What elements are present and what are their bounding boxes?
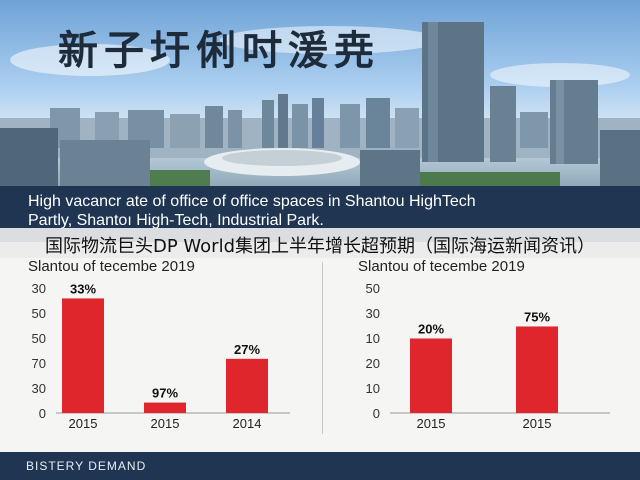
y-tick-label: 30 [366, 306, 380, 321]
right-bar-chart: 50 30 10 20 10 0 20% 2015 75% 2015 [366, 281, 610, 431]
right-chart: Slantou of tecembe 2019 50 30 10 20 10 0 20% 20… [330, 258, 630, 438]
left-chart-title: Slantou of tecembe 2019 [28, 258, 195, 275]
bar [144, 402, 186, 413]
right-chart-title: Slantou of tecembe 2019 [358, 258, 525, 275]
y-tick-label: 10 [366, 331, 380, 346]
footer-label: BISTERY DEMAND [26, 459, 147, 473]
hero-title: 新子圩俐吋湲尭 [58, 28, 380, 74]
left-chart: Slantou of tecembe 2019 30 50 50 70 30 0 33% 20… [0, 258, 300, 438]
x-tick-label: 2014 [233, 416, 262, 431]
y-tick-label: 10 [366, 381, 380, 396]
y-tick-label: 0 [39, 406, 46, 421]
y-tick-label: 70 [32, 356, 46, 371]
footer-bar [0, 452, 640, 480]
left-bar-chart: 30 50 50 70 30 0 33% 2015 97% 2015 27% 2014 [32, 281, 290, 431]
bar-data-label: 27% [234, 342, 260, 357]
video-subtitle: 国际物流巨头DP World集团上半年增长超预期（国际海运新闻资讯） [44, 236, 596, 257]
hero-image: 新子圩俐吋湲尭 [0, 0, 640, 186]
caption-text: High vacancr ate of office of office spa… [28, 192, 628, 230]
bar-data-label: 97% [152, 386, 178, 401]
y-tick-label: 50 [32, 306, 46, 321]
bar [62, 298, 104, 413]
x-tick-label: 2015 [417, 416, 446, 431]
bar-data-label: 75% [524, 309, 550, 324]
bar-data-label: 20% [418, 321, 444, 336]
y-tick-label: 30 [32, 381, 46, 396]
y-tick-label: 50 [366, 281, 380, 296]
y-tick-label: 30 [32, 281, 46, 296]
chart-divider [322, 262, 323, 434]
subtitle-band [0, 228, 640, 258]
city-skyline-illustration [0, 22, 640, 186]
caption-line-1: High vacancr ate of office of office spa… [28, 193, 476, 210]
bar [226, 358, 268, 413]
x-tick-label: 2015 [151, 416, 180, 431]
x-tick-label: 2015 [69, 416, 98, 431]
caption-line-2: Partly, Shantoı High-Tech, Industrial Pa… [28, 212, 324, 229]
bar-data-label: 33% [70, 281, 96, 296]
y-tick-label: 50 [32, 331, 46, 346]
bar [516, 326, 558, 413]
bar [410, 338, 452, 413]
x-tick-label: 2015 [523, 416, 552, 431]
y-tick-label: 20 [366, 356, 380, 371]
y-tick-label: 0 [373, 406, 380, 421]
